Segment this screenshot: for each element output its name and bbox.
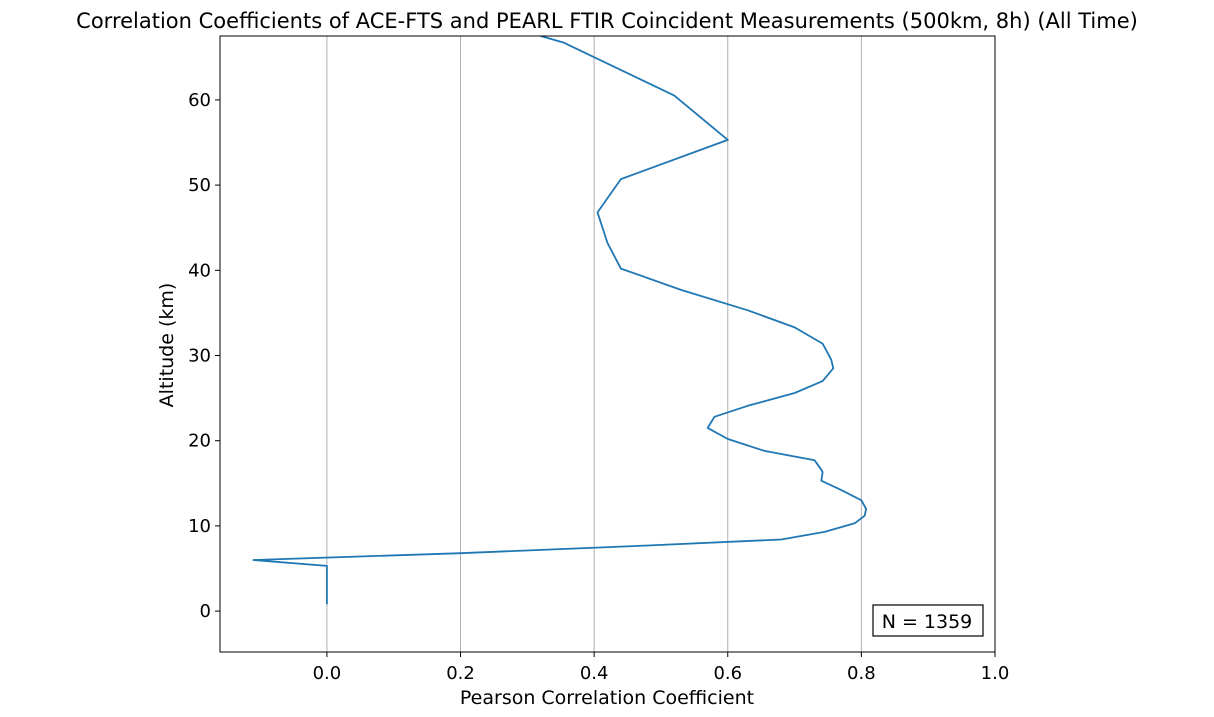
chart-title: Correlation Coefficients of ACE-FTS and … xyxy=(76,9,1138,33)
x-axis-label: Pearson Correlation Coefficient xyxy=(460,687,754,709)
axes-frame xyxy=(219,35,996,653)
x-tick-label: 0.6 xyxy=(713,663,742,684)
y-axis-ticks: 0 10 20 30 40 50 60 xyxy=(188,90,220,622)
y-tick-label: 50 xyxy=(188,175,211,196)
correlation-profile-line xyxy=(252,36,867,605)
y-axis-label: Altitude (km) xyxy=(156,283,178,408)
x-tick-label: 0.4 xyxy=(580,663,609,684)
y-tick-label: 20 xyxy=(188,431,211,452)
x-tick-label: 0.2 xyxy=(446,663,475,684)
x-tick-label: 0.8 xyxy=(847,663,876,684)
y-tick-label: 40 xyxy=(188,260,211,281)
y-tick-label: 30 xyxy=(188,346,211,367)
annotation-box xyxy=(872,604,984,637)
plot-area xyxy=(252,36,867,605)
x-tick-label: 0.0 xyxy=(313,663,342,684)
grid-lines xyxy=(326,36,996,652)
annotation-text: N = 1359 xyxy=(882,611,973,633)
y-tick-label: 60 xyxy=(188,90,211,111)
sample-count-annotation: N = 1359 xyxy=(872,604,984,637)
x-tick-label: 1.0 xyxy=(981,663,1010,684)
y-tick-label: 10 xyxy=(188,516,211,537)
y-tick-label: 0 xyxy=(200,601,211,622)
x-axis-ticks: 0.0 0.2 0.4 0.6 0.8 1.0 xyxy=(313,652,1010,684)
